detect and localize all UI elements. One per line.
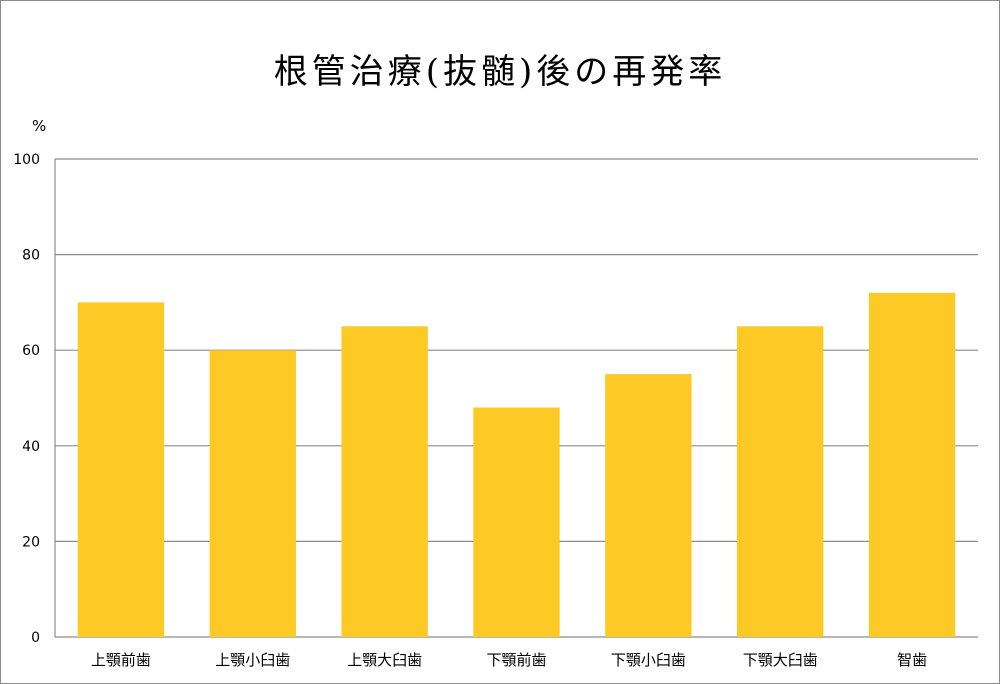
bars bbox=[77, 292, 956, 637]
y-tick-label: 60 bbox=[22, 343, 40, 359]
y-tick-label: 40 bbox=[22, 439, 40, 455]
bar-2 bbox=[209, 350, 296, 637]
y-tick-label: 100 bbox=[13, 152, 40, 168]
x-tick-label: 下顎大臼歯 bbox=[743, 651, 818, 669]
gridlines bbox=[54, 158, 978, 638]
y-tick-label: 20 bbox=[22, 534, 40, 550]
x-tick-label: 智歯 bbox=[897, 651, 927, 669]
chart-title: 根管治療(抜髄)後の再発率 bbox=[273, 52, 727, 92]
x-tick-label: 上顎大臼歯 bbox=[347, 651, 422, 669]
bar-4 bbox=[473, 407, 560, 637]
y-tick-label: 0 bbox=[31, 630, 40, 646]
x-tick-label: 下顎小臼歯 bbox=[611, 651, 686, 669]
y-axis-unit-label: % bbox=[32, 117, 47, 135]
x-tick-label: 下顎前歯 bbox=[486, 651, 546, 669]
bar-6 bbox=[737, 326, 824, 637]
bar-1 bbox=[77, 302, 165, 637]
x-tick-label: 上顎小臼歯 bbox=[215, 651, 290, 669]
x-tick-labels: 上顎前歯 上顎小臼歯 上顎大臼歯 下顎前歯 下顎小臼歯 下顎大臼歯 智歯 bbox=[91, 651, 927, 669]
y-tick-labels: 0 20 40 60 80 100 bbox=[13, 152, 40, 646]
y-tick-label: 80 bbox=[22, 248, 40, 264]
x-tick-label: 上顎前歯 bbox=[91, 651, 151, 669]
bar-7 bbox=[868, 292, 956, 637]
bar-5 bbox=[605, 374, 692, 637]
bar-3 bbox=[341, 326, 428, 637]
